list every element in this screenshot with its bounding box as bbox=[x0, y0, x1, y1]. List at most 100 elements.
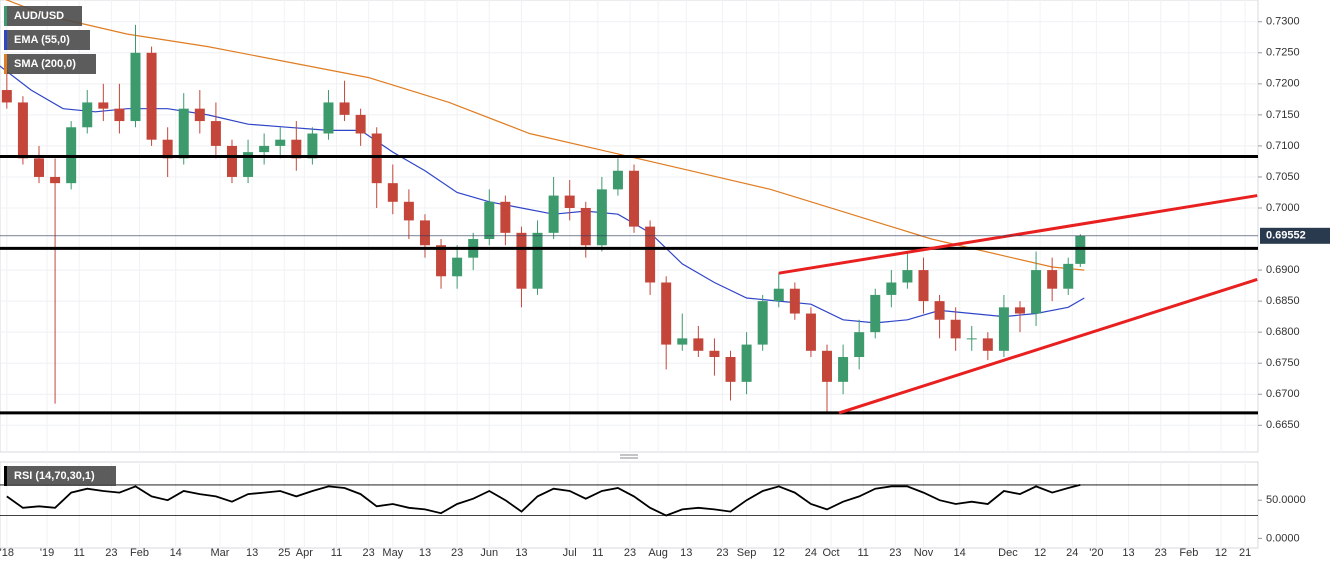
candle-body bbox=[1031, 270, 1042, 314]
legend-label: EMA (55,0) bbox=[14, 34, 70, 46]
candle-body bbox=[130, 52, 141, 122]
candle-body bbox=[355, 114, 366, 134]
candle-body bbox=[162, 139, 173, 159]
candle-body bbox=[1014, 307, 1025, 314]
candle-body bbox=[387, 183, 398, 202]
x-tick-label: Apr bbox=[296, 547, 313, 559]
candle-body bbox=[1075, 235, 1086, 264]
candle-body bbox=[934, 301, 945, 320]
candle-body bbox=[532, 232, 543, 289]
candle-body bbox=[629, 170, 640, 227]
x-tick-label: Jul bbox=[563, 547, 577, 559]
x-tick-label: 12 bbox=[1034, 547, 1046, 559]
x-tick-label: 24 bbox=[1066, 547, 1078, 559]
candle-body bbox=[998, 307, 1009, 351]
legend-box bbox=[4, 54, 96, 74]
x-tick-label: 13 bbox=[419, 547, 431, 559]
x-tick-label: 13 bbox=[1122, 547, 1134, 559]
candle-body bbox=[50, 176, 61, 184]
candle-body bbox=[902, 270, 913, 283]
x-tick-label: 12 bbox=[773, 547, 785, 559]
last-price-label: 0.69552 bbox=[1266, 230, 1306, 242]
candle-body bbox=[886, 282, 897, 295]
legend-swatch bbox=[4, 54, 7, 74]
x-tick-label: May bbox=[382, 547, 403, 559]
x-tick-label: 21 bbox=[1239, 547, 1251, 559]
x-tick-label: 23 bbox=[363, 547, 375, 559]
y-tick-label: 0.6650 bbox=[1266, 419, 1300, 431]
candle-body bbox=[1063, 263, 1074, 289]
x-tick-label: 11 bbox=[857, 547, 868, 559]
legend-box bbox=[4, 30, 90, 50]
candle-body bbox=[950, 319, 961, 339]
y-tick-label: 0.6850 bbox=[1266, 295, 1300, 307]
y-tick-label: 0.7100 bbox=[1266, 140, 1300, 152]
legend-swatch bbox=[4, 30, 7, 50]
candle-body bbox=[436, 245, 447, 277]
candle-body bbox=[371, 133, 382, 184]
x-tick-label: 11 bbox=[73, 547, 84, 559]
candle-body bbox=[178, 108, 189, 159]
candle-body bbox=[259, 145, 270, 153]
x-tick-label: '19 bbox=[40, 547, 54, 559]
candle-body bbox=[741, 344, 752, 382]
main-plot bbox=[0, 0, 1258, 452]
x-tick-label: '18 bbox=[0, 547, 14, 559]
candle-body bbox=[452, 257, 463, 277]
candle-body bbox=[870, 294, 881, 333]
candle-body bbox=[419, 220, 430, 246]
candle-body bbox=[291, 139, 302, 159]
candle-body bbox=[918, 270, 929, 302]
legend-box bbox=[4, 466, 116, 486]
candle-body bbox=[275, 139, 286, 146]
candle-body bbox=[966, 338, 977, 340]
x-tick-label: 23 bbox=[624, 547, 636, 559]
candle-body bbox=[516, 232, 527, 289]
x-tick-label: 23 bbox=[1155, 547, 1167, 559]
last-price-box bbox=[1260, 227, 1330, 244]
candle-body bbox=[403, 201, 414, 221]
candle-body bbox=[838, 357, 849, 382]
candle-body bbox=[210, 121, 221, 146]
legend-swatch bbox=[4, 466, 7, 486]
trendline bbox=[838, 277, 1258, 415]
x-tick-label: Jun bbox=[480, 547, 498, 559]
candle-body bbox=[773, 288, 784, 302]
y-tick-label: 0.6800 bbox=[1266, 326, 1300, 338]
candle-body bbox=[243, 152, 254, 177]
candle-body bbox=[661, 282, 672, 345]
y-tick-label: 0.7000 bbox=[1266, 202, 1300, 214]
y-tick-label: 50.0000 bbox=[1266, 494, 1306, 506]
x-tick-label: Sep bbox=[737, 547, 757, 559]
x-tick-label: 23 bbox=[716, 547, 728, 559]
candle-body bbox=[645, 226, 656, 283]
x-tick-label: Aug bbox=[648, 547, 668, 559]
x-tick-label: '20 bbox=[1089, 547, 1103, 559]
candle-body bbox=[17, 102, 28, 159]
x-tick-label: 25 bbox=[278, 547, 290, 559]
candle-body bbox=[307, 133, 318, 159]
x-tick-label: Oct bbox=[822, 547, 839, 559]
candle-body bbox=[98, 102, 109, 109]
x-tick-label: Feb bbox=[130, 547, 149, 559]
x-tick-label: Feb bbox=[1179, 547, 1198, 559]
x-tick-label: 23 bbox=[889, 547, 901, 559]
x-tick-label: 13 bbox=[246, 547, 258, 559]
candle-body bbox=[677, 338, 688, 345]
y-tick-label: 0.7250 bbox=[1266, 47, 1300, 59]
x-tick-label: 24 bbox=[805, 547, 817, 559]
x-tick-label: Mar bbox=[210, 547, 229, 559]
candle-body bbox=[114, 108, 125, 122]
x-tick-label: Dec bbox=[998, 547, 1018, 559]
candle-body bbox=[725, 357, 736, 382]
x-tick-label: 12 bbox=[1215, 547, 1227, 559]
main-panel bbox=[0, 0, 1259, 453]
candle-body bbox=[612, 170, 623, 190]
candle-body bbox=[339, 102, 350, 115]
x-tick-label: 11 bbox=[592, 547, 603, 559]
candle-body bbox=[500, 201, 511, 233]
trendline bbox=[778, 194, 1258, 275]
y-tick-label: 0.7050 bbox=[1266, 171, 1300, 183]
rsi-line bbox=[6, 484, 1081, 517]
